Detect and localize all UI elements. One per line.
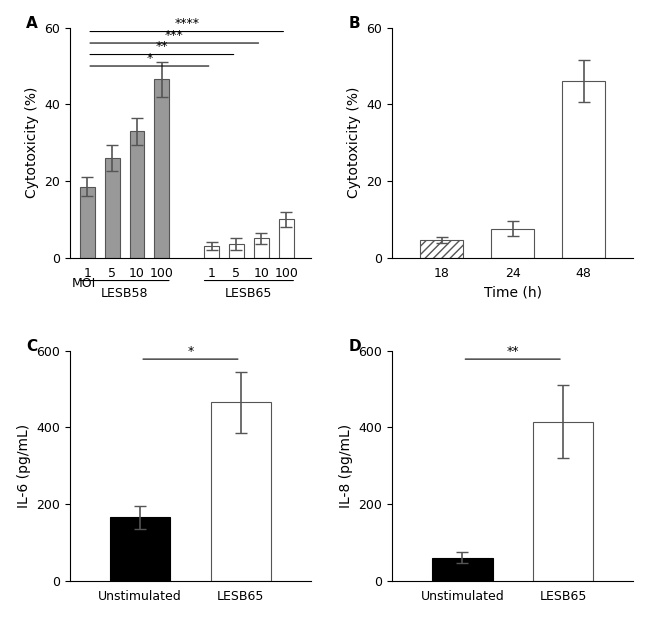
Text: **: ** (506, 345, 519, 358)
Y-axis label: Cytotoxicity (%): Cytotoxicity (%) (347, 87, 361, 198)
Text: **: ** (155, 40, 168, 54)
Text: B: B (348, 16, 360, 31)
Bar (533, 422, 593, 581)
Bar (229, 244, 244, 257)
Bar (421, 240, 463, 257)
Bar (80, 187, 95, 257)
Bar (110, 517, 170, 581)
Bar (129, 131, 144, 257)
Text: *: * (187, 345, 194, 358)
Bar (562, 81, 605, 257)
X-axis label: Time (h): Time (h) (484, 286, 541, 300)
Text: MOI: MOI (72, 278, 96, 290)
Text: D: D (348, 339, 361, 354)
Text: *: * (146, 52, 153, 65)
Text: A: A (27, 16, 38, 31)
Text: ***: *** (165, 29, 184, 42)
Bar (211, 403, 271, 581)
Y-axis label: IL-8 (pg/mL): IL-8 (pg/mL) (339, 423, 353, 508)
Y-axis label: IL-6 (pg/mL): IL-6 (pg/mL) (17, 423, 31, 508)
Text: LESB58: LESB58 (101, 286, 148, 300)
Bar (432, 558, 493, 581)
Bar (204, 246, 219, 257)
Text: LESB65: LESB65 (226, 286, 272, 300)
Bar (105, 158, 120, 257)
Text: ****: **** (174, 18, 200, 30)
Bar (491, 229, 534, 257)
Bar (155, 80, 169, 257)
Bar (254, 239, 269, 257)
Bar (279, 219, 294, 257)
Y-axis label: Cytotoxicity (%): Cytotoxicity (%) (25, 87, 38, 198)
Text: C: C (27, 339, 38, 354)
